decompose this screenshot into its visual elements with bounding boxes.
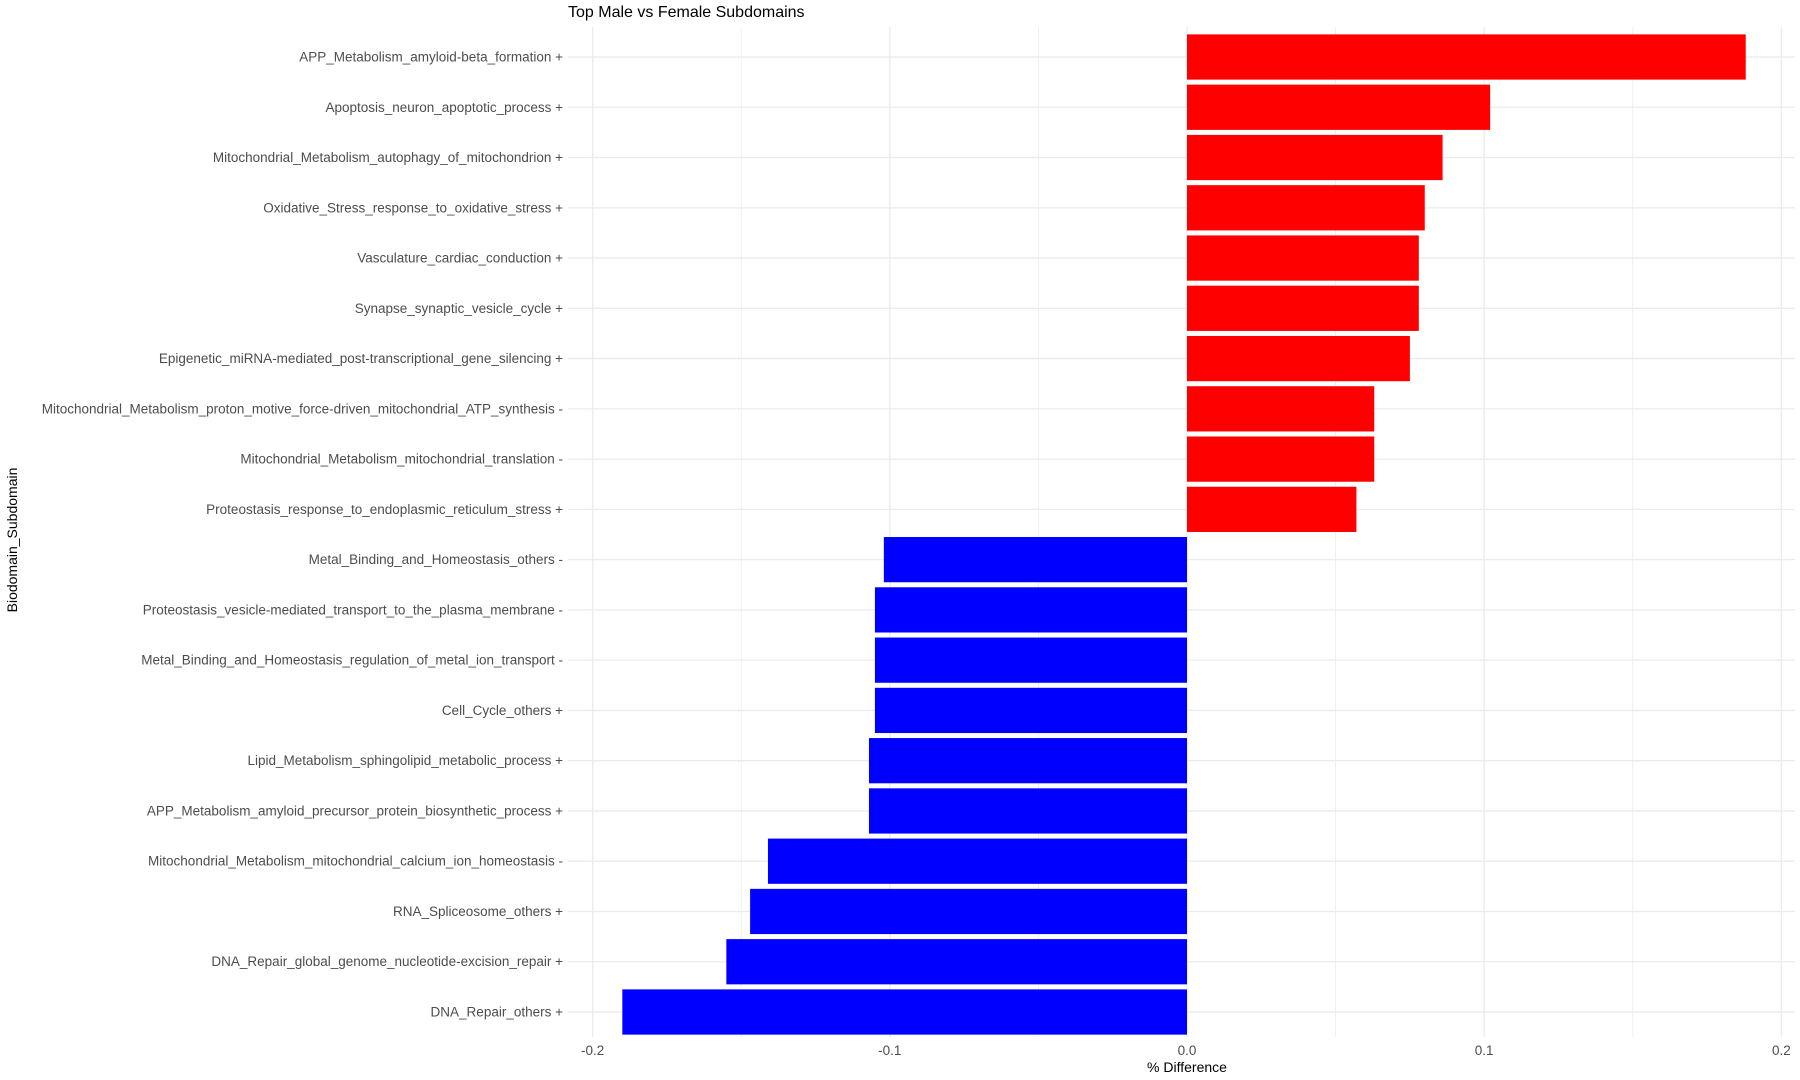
category-label: Epigenetic_miRNA-mediated_post-transcrip… — [159, 351, 563, 366]
category-label: Metal_Binding_and_Homeostasis_others - — [309, 552, 563, 567]
x-axis-label: % Difference — [1147, 1059, 1227, 1075]
bar — [868, 738, 1187, 784]
bar — [874, 637, 1187, 683]
category-label: Proteostasis_vesicle-mediated_transport_… — [143, 602, 563, 617]
bar — [874, 687, 1187, 734]
bar — [726, 939, 1187, 985]
bar — [767, 838, 1187, 884]
bar — [1187, 134, 1443, 181]
category-label: Proteostasis_response_to_endoplasmic_ret… — [206, 502, 563, 517]
x-tick-label: 0.2 — [1772, 1043, 1791, 1058]
category-label: Mitochondrial_Metabolism_autophagy_of_mi… — [213, 150, 563, 165]
x-tick-label: 0.1 — [1475, 1043, 1494, 1058]
x-tick-label: -0.1 — [878, 1043, 901, 1058]
category-label: Cell_Cycle_others + — [442, 703, 563, 718]
bar — [1187, 486, 1357, 532]
bar — [1187, 386, 1375, 432]
category-label: Metal_Binding_and_Homeostasis_regulation… — [141, 653, 563, 668]
bar — [750, 888, 1187, 935]
category-label: Synapse_synaptic_vesicle_cycle + — [355, 301, 563, 316]
category-label: APP_Metabolism_amyloid-beta_formation + — [299, 50, 563, 65]
category-label: APP_Metabolism_amyloid_precursor_protein… — [147, 803, 563, 818]
bar — [868, 788, 1187, 834]
bar — [883, 537, 1187, 583]
bar — [1187, 285, 1419, 331]
category-label: RNA_Spliceosome_others + — [393, 904, 563, 919]
bar — [1187, 235, 1419, 281]
category-label: DNA_Repair_global_genome_nucleotide-exci… — [211, 954, 563, 969]
bar — [1187, 34, 1746, 80]
bar — [1187, 436, 1375, 482]
category-label: DNA_Repair_others + — [431, 1005, 564, 1020]
chart-title: Top Male vs Female Subdomains — [568, 4, 805, 21]
bar — [874, 587, 1187, 633]
bar — [1187, 84, 1491, 130]
x-tick-label: 0.0 — [1178, 1043, 1197, 1058]
bar — [622, 989, 1187, 1035]
category-label: Lipid_Metabolism_sphingolipid_metabolic_… — [247, 753, 563, 768]
x-tick-label: -0.2 — [581, 1043, 604, 1058]
category-label: Mitochondrial_Metabolism_mitochondrial_t… — [240, 452, 563, 467]
category-label: Mitochondrial_Metabolism_mitochondrial_c… — [148, 854, 563, 869]
bar — [1187, 185, 1425, 231]
category-label: Vasculature_cardiac_conduction + — [357, 251, 563, 266]
category-label: Oxidative_Stress_response_to_oxidative_s… — [263, 200, 563, 215]
category-label: Apoptosis_neuron_apoptotic_process + — [325, 100, 563, 115]
bar — [1187, 335, 1410, 382]
category-label: Mitochondrial_Metabolism_proton_motive_f… — [42, 401, 563, 416]
